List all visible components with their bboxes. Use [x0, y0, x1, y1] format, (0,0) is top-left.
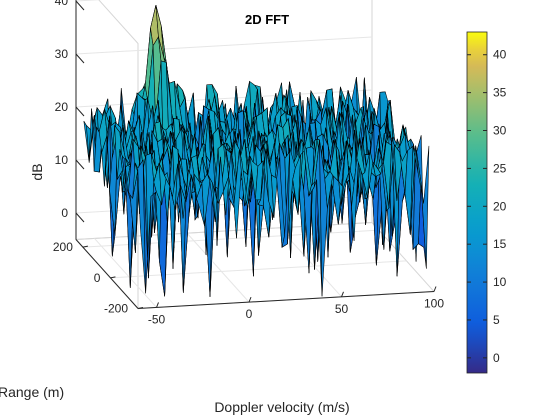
x-tick-label: -50: [148, 312, 166, 326]
y-axis-line: [75, 239, 139, 309]
y-tick-label: 200: [53, 240, 73, 254]
z-gridline: [75, 89, 373, 108]
z-tick-mark: [75, 0, 85, 11]
x-axis-line: [137, 291, 435, 309]
surface-patch: [420, 145, 430, 269]
x-axis: -50 0 50 100: [137, 286, 444, 326]
z-tick-label: 0: [61, 206, 68, 220]
colorbar-tick-label: 10: [493, 275, 507, 289]
x-tick-label: 100: [424, 297, 444, 311]
x-tick-label: 0: [246, 307, 253, 321]
y-tick-mark: [82, 245, 88, 248]
colorbar-tick-label: 0: [493, 351, 500, 365]
x-tick-mark: [248, 296, 252, 303]
z-tick-mark: [75, 212, 85, 223]
z-tick-mark: [75, 53, 85, 64]
x-tick-label: 50: [335, 302, 349, 316]
y-tick-mark: [137, 307, 144, 309]
y-tick-mark: [110, 276, 116, 279]
y-tick-label: -200: [104, 302, 128, 316]
colorbar-gradient: [466, 31, 488, 374]
surface-plot: [83, 4, 430, 297]
z-tick-label: 30: [55, 47, 69, 61]
colorbar-tick-label: 5: [493, 313, 500, 327]
z-gridline: [75, 0, 103, 2]
z-tick-label: 20: [55, 100, 69, 114]
z-axis-label: dB: [29, 163, 45, 180]
colorbar-tick-label: 40: [493, 48, 507, 62]
colorbar-tick-label: 20: [493, 199, 507, 213]
z-tick-label: 40: [55, 0, 69, 8]
y-tick-label: 0: [94, 271, 101, 285]
y-axis-label: Range (m): [0, 384, 64, 400]
z-gridline: [75, 36, 373, 55]
z-tick-mark: [75, 159, 85, 170]
colorbar-tick-label: 15: [493, 237, 507, 251]
y-axis: 200 0 -200: [53, 239, 144, 316]
z-tick-label: 10: [55, 153, 69, 167]
x-tick-mark: [341, 291, 344, 297]
colorbar-tick-label: 35: [493, 86, 507, 100]
x-axis-label: Doppler velocity (m/s): [214, 399, 349, 415]
chart-title: 2D FFT: [245, 12, 289, 27]
x-tick-mark: [433, 286, 437, 292]
z-tick-mark: [75, 106, 85, 117]
colorbar-tick-label: 30: [493, 124, 507, 138]
colorbar: 0 5 10 15 20 25 30 35 40: [466, 31, 507, 374]
colorbar-tick-label: 25: [493, 161, 507, 175]
x-tick-mark: [156, 302, 159, 308]
